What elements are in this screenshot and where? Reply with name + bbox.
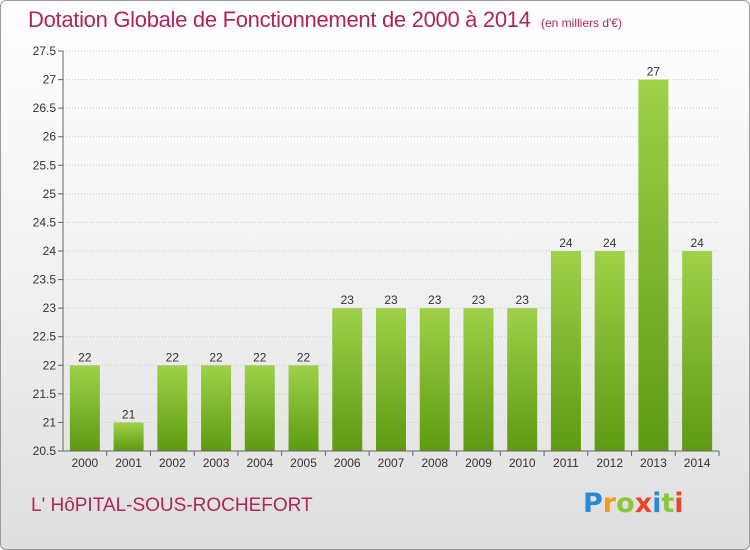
logo-letter: r [602, 488, 617, 519]
y-tick-label: 21 [43, 415, 57, 429]
y-axis: 20.5 21 21.5 22 22.5 23 23.5 24 24.5 25 25.5 26 26.5… [33, 44, 64, 458]
bar-2001 [113, 422, 144, 451]
x-tick-label-2009: 2009 [465, 456, 492, 470]
y-tick-label: 24.5 [33, 215, 57, 229]
bars [69, 79, 713, 452]
value-label-2005: 22 [297, 350, 311, 364]
value-label-2000: 22 [78, 350, 92, 364]
value-label-2012: 24 [603, 236, 617, 250]
value-label-2007: 23 [384, 293, 398, 307]
chart-title: Dotation Globale de Fonctionnement de 20… [28, 7, 531, 32]
bar-2005 [288, 365, 319, 451]
value-label-2002: 22 [166, 350, 180, 364]
y-tick-label: 22.5 [33, 330, 57, 344]
value-label-2011: 24 [559, 236, 573, 250]
town-name: L' HôPITAL-SOUS-ROCHEFORT [31, 495, 313, 516]
x-axis: 2000 2001 2002 2003 2004 2005 2006 2007 2008 2009… [63, 450, 720, 470]
x-tick-label-2008: 2008 [421, 456, 448, 470]
x-tick-label-2010: 2010 [509, 456, 536, 470]
y-tick-label: 24 [43, 244, 57, 258]
logo-letter: t [661, 488, 675, 519]
bar-2013 [638, 79, 669, 452]
bar-2004 [244, 365, 275, 451]
bar-2003 [201, 365, 232, 451]
x-tick-label-2013: 2013 [640, 456, 667, 470]
x-tick-label-2006: 2006 [334, 456, 361, 470]
bar-2008 [419, 308, 450, 451]
bar-2009 [463, 308, 494, 451]
x-tick-label-2014: 2014 [684, 456, 711, 470]
logo-letter: x [634, 488, 653, 519]
proxiti-logo: Proxiti [583, 488, 684, 519]
y-tick-label: 26.5 [33, 101, 57, 115]
logo-letter: i [652, 488, 662, 519]
bar-2006 [332, 308, 363, 451]
x-tick-label-2004: 2004 [246, 456, 273, 470]
y-tick-label: 25.5 [33, 158, 57, 172]
x-tick-label-2003: 2003 [203, 456, 230, 470]
y-tick-label: 22 [43, 358, 57, 372]
bar-2010 [507, 308, 538, 451]
y-tick-label: 21.5 [33, 387, 57, 401]
value-label-2006: 23 [341, 293, 355, 307]
bar-2002 [157, 365, 188, 451]
x-tick-label-2001: 2001 [115, 456, 142, 470]
y-tick-label: 26 [43, 130, 57, 144]
x-tick-label-2012: 2012 [596, 456, 623, 470]
logo-letter: P [583, 488, 603, 519]
y-tick-label: 20.5 [33, 444, 57, 458]
value-label-2001: 21 [122, 407, 136, 421]
value-label-2013: 27 [647, 65, 661, 79]
y-tick-label: 23.5 [33, 273, 57, 287]
bar-2014 [682, 251, 713, 451]
y-tick-label: 25 [43, 187, 57, 201]
value-label-2004: 22 [253, 350, 267, 364]
logo-letter: i [674, 488, 684, 519]
x-tick-label-2007: 2007 [378, 456, 405, 470]
logo-letter: o [616, 488, 635, 519]
y-tick-label: 27 [43, 73, 57, 87]
value-label-2010: 23 [516, 293, 530, 307]
bar-2012 [594, 251, 625, 451]
chart-subtitle: (en milliers d'€) [541, 16, 622, 30]
value-label-2014: 24 [690, 236, 704, 250]
x-tick-label-2002: 2002 [159, 456, 186, 470]
bar-2007 [376, 308, 406, 451]
y-tick-label: 27.5 [33, 44, 57, 58]
value-label-2003: 22 [209, 350, 223, 364]
value-label-2008: 23 [428, 293, 442, 307]
x-tick-label-2011: 2011 [553, 456, 579, 470]
bar-2011 [550, 251, 581, 451]
x-tick-label-2005: 2005 [290, 456, 317, 470]
value-label-2009: 23 [472, 293, 486, 307]
x-tick-label-2000: 2000 [72, 456, 99, 470]
value-labels: 22 21 22 22 22 22 23 23 23 23 23 24 24 27 24 [78, 65, 704, 422]
y-tick-label: 23 [43, 301, 57, 315]
bar-2000 [69, 365, 100, 451]
